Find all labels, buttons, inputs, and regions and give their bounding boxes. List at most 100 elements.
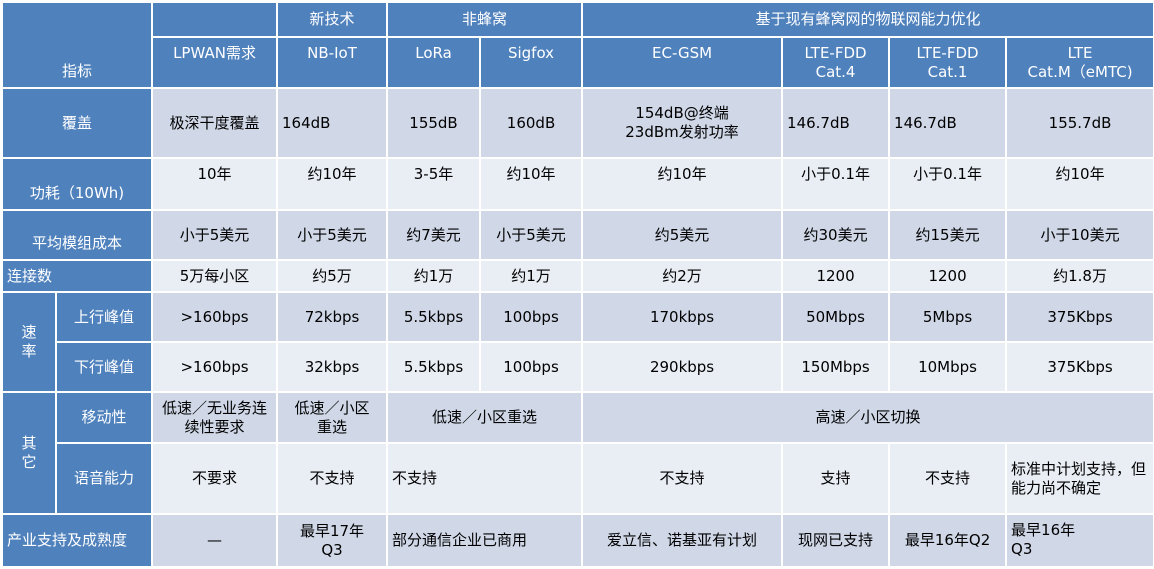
cell: 1200	[781, 259, 891, 293]
cell: 375Kbps	[1005, 291, 1154, 343]
col-ecgsm: EC-GSM	[581, 36, 784, 89]
cell: 现网已支持	[781, 513, 891, 568]
cell: 72kbps	[276, 291, 389, 343]
row-industry: 产业支持及成熟度 — 最早17年 Q3 部分通信企业已商用 爱立信、诺基亚有计划…	[0, 513, 1154, 568]
cell: 100bps	[479, 291, 584, 343]
row-label: 上行峰值	[54, 291, 154, 343]
row-connections: 连接数 5万每小区 约5万 约1万 约1万 约2万 1200 1200 约1.8…	[0, 259, 1154, 293]
row-coverage: 覆盖 极深干度覆盖 164dB 155dB 160dB 154dB@终端 23d…	[0, 87, 1154, 159]
cell: 约10年	[276, 157, 389, 211]
cell: 5.5kbps	[386, 341, 482, 393]
cell: 小于10美元	[1005, 209, 1154, 261]
cell: 约10年	[479, 157, 584, 211]
cell: 375Kbps	[1005, 341, 1154, 393]
row-voice: 语音能力 不要求 不支持 不支持 不支持 支持 不支持 标准中计划支持，但能力尚…	[2, 442, 1154, 515]
group-cellular-iot: 基于现有蜂窝网的物联网能力优化	[581, 1, 1154, 38]
col-sigfox: Sigfox	[479, 36, 584, 89]
metric-header: 指标	[0, 1, 154, 89]
cell: 不支持	[581, 442, 784, 515]
cell: 标准中计划支持，但能力尚不确定	[1005, 442, 1154, 515]
cell: 不支持	[888, 442, 1008, 515]
cell: 146.7dB	[888, 87, 1008, 159]
row-cost: 平均模组成本 小于5美元 小于5美元 约7美元 小于5美元 约5美元 约30美元…	[0, 209, 1154, 261]
cell: 爱立信、诺基亚有计划	[581, 513, 784, 568]
cell: 小于0.1年	[888, 157, 1008, 211]
cell: 155dB	[386, 87, 482, 159]
cell: 155.7dB	[1005, 87, 1154, 159]
row-uplink: 速率 上行峰值 >160bps 72kbps 5.5kbps 100bps 17…	[1, 291, 1154, 393]
cell: 约5万	[276, 259, 389, 293]
cell: 10Mbps	[888, 341, 1008, 393]
cell: 146.7dB	[781, 87, 891, 159]
cell: 32kbps	[276, 341, 389, 393]
row-label: 下行峰值	[54, 341, 154, 393]
cell: 5.5kbps	[386, 291, 482, 343]
row-label: 语音能力	[54, 442, 154, 515]
cell: 290kbps	[581, 341, 784, 393]
col-lpwan: LPWAN需求	[151, 36, 279, 89]
col-lora: LoRa	[386, 36, 482, 89]
cell: 小于5美元	[151, 209, 279, 261]
cell: 不要求	[151, 442, 279, 515]
cell: 最早16年 Q3	[1005, 513, 1154, 568]
cell: >160bps	[151, 341, 279, 393]
cell: 10年	[151, 157, 279, 211]
cell: 小于0.1年	[781, 157, 891, 211]
col-catm: LTE Cat.M（eMTC)	[1005, 36, 1154, 89]
cell: 支持	[781, 442, 891, 515]
cell: 3-5年	[386, 157, 482, 211]
cell: 最早17年 Q3	[276, 513, 389, 568]
cell: 约1万	[479, 259, 584, 293]
cell: 160dB	[479, 87, 584, 159]
col-nbiot: NB-IoT	[276, 36, 389, 89]
col-cat1: LTE-FDD Cat.1	[888, 36, 1008, 89]
cell: 最早16年Q2	[888, 513, 1008, 568]
cell: 小于5美元	[479, 209, 584, 261]
row-label: 连接数	[0, 259, 154, 293]
other-group-label: 其它	[1, 391, 57, 515]
row-label: 平均模组成本	[0, 209, 154, 261]
col-cat4: LTE-FDD Cat.4	[781, 36, 891, 89]
cell: 100bps	[479, 341, 584, 393]
cell: >160bps	[151, 291, 279, 343]
cell: 约7美元	[386, 209, 482, 261]
row-label: 覆盖	[0, 87, 154, 159]
cell: 约1万	[386, 259, 482, 293]
row-label: 移动性	[54, 391, 154, 444]
cell: 低速／小区重选	[386, 391, 584, 444]
cell: 5万每小区	[151, 259, 279, 293]
cell: 部分通信企业已商用	[386, 513, 584, 568]
cell: —	[151, 513, 279, 568]
cell: 低速／小区 重选	[276, 391, 389, 444]
cell: 150Mbps	[781, 341, 891, 393]
cell: 约1.8万	[1005, 259, 1154, 293]
row-power: 功耗（10Wh) 10年 约10年 3-5年 约10年 约10年 小于0.1年 …	[0, 157, 1154, 211]
cell: 约2万	[581, 259, 784, 293]
cell: 约10年	[581, 157, 784, 211]
cell: 170kbps	[581, 291, 784, 343]
rate-group-label: 速率	[1, 291, 57, 393]
empty-group-header	[151, 1, 279, 38]
cell: 约30美元	[781, 209, 891, 261]
row-label: 产业支持及成熟度	[0, 513, 154, 568]
row-downlink: 下行峰值 >160bps 32kbps 5.5kbps 100bps 290kb…	[2, 341, 1154, 393]
cell: 约10年	[1005, 157, 1154, 211]
cell: 5Mbps	[888, 291, 1008, 343]
group-non-cellular: 非蜂窝	[386, 1, 584, 38]
cell: 1200	[888, 259, 1008, 293]
cell: 高速／小区切换	[581, 391, 1154, 444]
cell: 约15美元	[888, 209, 1008, 261]
cell: 154dB@终端 23dBm发射功率	[581, 87, 784, 159]
cell: 低速／无业务连续性要求	[151, 391, 279, 444]
row-label: 功耗（10Wh)	[0, 157, 154, 211]
cell: 不支持	[276, 442, 389, 515]
row-mobility: 其它 移动性 低速／无业务连续性要求 低速／小区 重选 低速／小区重选 高速／小…	[1, 391, 1154, 515]
cell: 极深干度覆盖	[151, 87, 279, 159]
cell: 小于5美元	[276, 209, 389, 261]
group-new-tech: 新技术	[276, 1, 389, 38]
cell: 约5美元	[581, 209, 784, 261]
cell: 50Mbps	[781, 291, 891, 343]
cell: 164dB	[276, 87, 389, 159]
cell: 不支持	[386, 442, 584, 515]
